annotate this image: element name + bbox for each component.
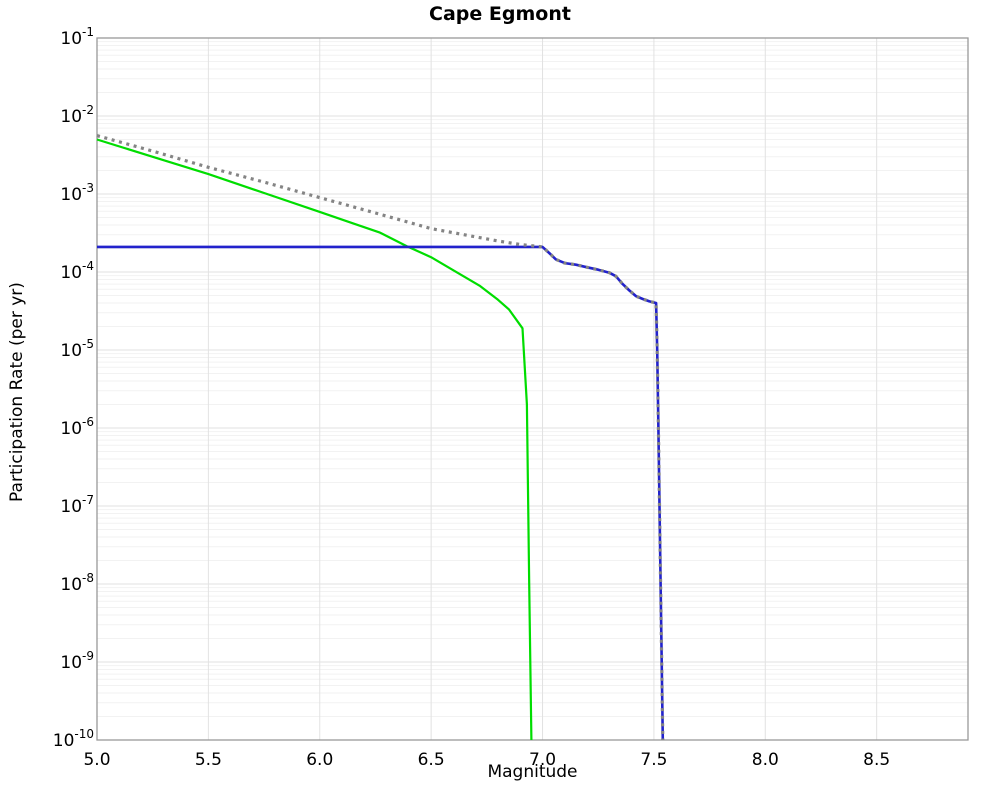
plot-frame <box>96 37 969 741</box>
x-tick-label: 8.0 <box>752 750 779 770</box>
series-green-solid-line <box>96 138 533 741</box>
y-tick-label: 10-2 <box>60 103 94 127</box>
y-tick-label: 10-4 <box>60 259 94 283</box>
y-tick-label: 10-7 <box>60 493 94 517</box>
y-tick-label: 10-9 <box>60 649 94 673</box>
y-tick-label: 10-1 <box>60 25 94 49</box>
series-gray-dotted-line <box>96 134 665 741</box>
y-tick-label: 10-8 <box>60 571 94 595</box>
x-tick-label: 7.0 <box>529 750 556 770</box>
x-tick-label: 8.5 <box>863 750 890 770</box>
chart-title: Cape Egmont <box>429 3 571 25</box>
x-tick-label: 6.5 <box>418 750 445 770</box>
x-axis-label: Magnitude <box>487 762 578 782</box>
x-tick-label: 5.5 <box>195 750 222 770</box>
y-tick-label: 10-3 <box>60 181 94 205</box>
x-tick-label: 5.0 <box>83 750 110 770</box>
y-tick-label: 10-6 <box>60 415 94 439</box>
y-tick-label: 10-10 <box>53 727 94 751</box>
x-tick-label: 6.0 <box>306 750 333 770</box>
x-tick-label: 7.5 <box>640 750 667 770</box>
y-tick-label: 10-5 <box>60 337 94 361</box>
